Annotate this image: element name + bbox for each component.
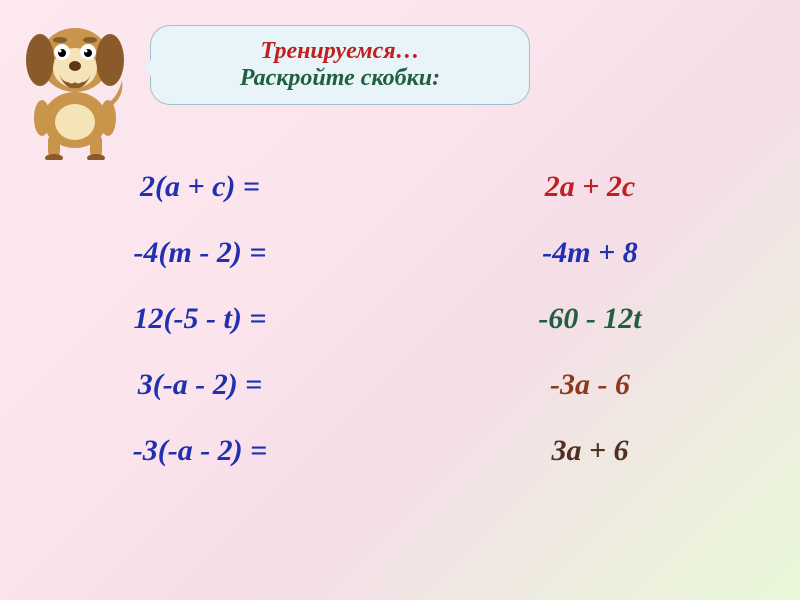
equation-right: 2а + 2с [400, 170, 780, 204]
equation-row: 3(-а - 2) = -3а - 6 [0, 368, 800, 402]
equation-left: 3(-а - 2) = [0, 368, 400, 402]
equation-right: 3а + 6 [400, 434, 780, 468]
bubble-title: Тренируемся… [171, 38, 509, 65]
bubble-subtitle: Раскройте скобки: [171, 65, 509, 92]
equation-row: 2(а + с) = 2а + 2с [0, 170, 800, 204]
equation-row: -4(m - 2) = -4m + 8 [0, 236, 800, 270]
equation-row: -3(-а - 2) = 3а + 6 [0, 434, 800, 468]
equation-right: -3а - 6 [400, 368, 780, 402]
equation-left: -4(m - 2) = [0, 236, 400, 270]
equation-right: -60 - 12t [400, 302, 780, 336]
equation-left: 12(-5 - t) = [0, 302, 400, 336]
equation-left: 2(а + с) = [0, 170, 400, 204]
equation-row: 12(-5 - t) = -60 - 12t [0, 302, 800, 336]
dog-illustration [10, 10, 140, 160]
speech-bubble: Тренируемся… Раскройте скобки: [150, 25, 530, 105]
equations-block: 2(а + с) = 2а + 2с -4(m - 2) = -4m + 8 1… [0, 170, 800, 500]
equation-right: -4m + 8 [400, 236, 780, 270]
equation-left: -3(-а - 2) = [0, 434, 400, 468]
